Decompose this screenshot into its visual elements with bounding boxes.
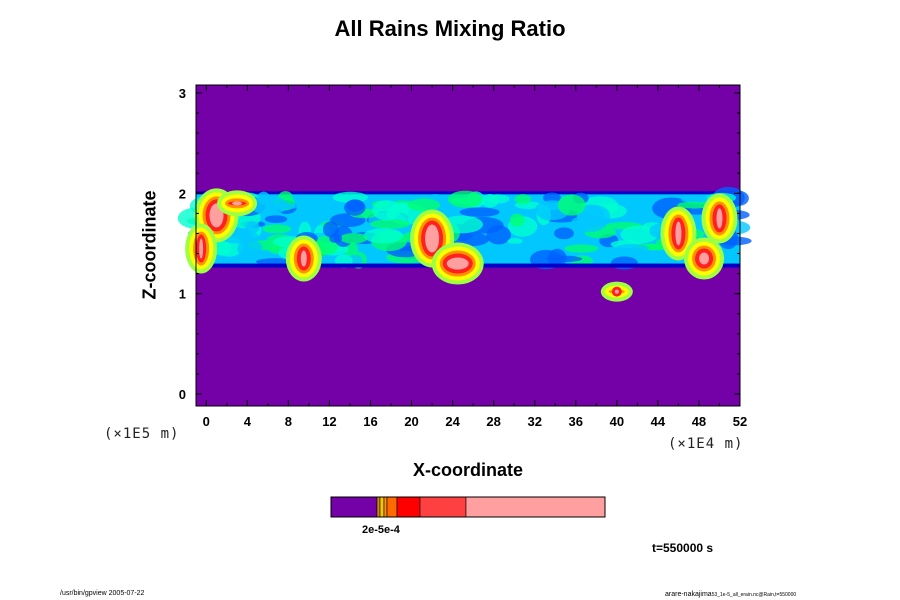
colorbar-frame [330,496,606,518]
plot-frame [195,84,741,407]
x-tick-label: 28 [486,414,500,429]
field-cell [256,258,295,266]
field-cell [245,221,260,234]
field-cell [262,224,292,234]
field-cell [372,200,401,221]
y-tick-label: 1 [179,287,186,302]
field-cell [614,244,650,252]
colorbar-segment [383,496,388,518]
field-cell [564,244,599,253]
x-tick-label: 36 [569,414,583,429]
x-axis-title: X-coordinate [412,460,523,480]
field-cell [407,198,441,212]
field-cell [339,233,368,244]
rain-cell-max [446,257,469,270]
field-cell [677,201,711,209]
colorbar-segment [330,496,378,518]
x-tick-label: 24 [445,414,460,429]
field-cell [329,233,343,244]
footer-right: arare-nakajima53_1e-5_all_erain.nc@Rain,… [665,591,796,598]
colorbar-segment [396,496,421,518]
y-axis-title: Z-coordinate [139,190,160,300]
field-cell [620,225,659,244]
field-cell [266,203,300,210]
x-tick-label: 48 [692,414,706,429]
field-cell [264,215,288,223]
y-scale-label: (×1E5 m) [104,426,180,442]
footer-right-sub: 53_1e-5_all_erain.nc@Rain,t=550000 [711,592,797,598]
rain-cell-max [716,208,723,229]
x-tick-label: 32 [527,414,541,429]
y-tick-label: 3 [179,86,186,101]
rain-cell-max [300,250,307,267]
field-cell [514,194,532,205]
x-tick-label: 44 [651,414,666,429]
chart-title: All Rains Mixing Ratio [334,16,566,41]
rain-cell-max [614,289,619,294]
rain-cell-max [232,201,243,206]
field-cell [486,225,511,245]
field-cell [363,228,403,244]
field-cell [459,207,500,217]
time-annotation: t=550000 s [652,541,714,555]
field-cell [492,243,534,254]
x-tick-label: 12 [322,414,336,429]
field-cell [557,194,586,216]
colorbar-segment [386,496,398,518]
rain-cell-max [425,224,440,253]
field-cell [447,190,483,208]
x-scale-label: (×1E4 m) [668,436,744,452]
footer-left: /usr/bin/gpview 2005-07-22 [60,590,145,597]
field-cell [509,213,525,227]
y-tick-label: 0 [179,387,186,402]
x-tick-label: 0 [203,414,210,429]
x-tick-label: 16 [363,414,377,429]
rain-cell-max [675,221,682,246]
colorbar-segment [376,496,381,518]
field-cell [344,199,366,216]
colorbar-segment [465,496,606,518]
rain-cell-max [199,238,204,259]
field-cell [554,227,574,240]
colorbar-segment [379,496,385,518]
x-tick-label: 8 [285,414,292,429]
field-cell [237,239,263,259]
field-cell [257,191,271,206]
x-tick-label: 20 [404,414,418,429]
rain-cell-max [699,252,710,265]
footer-right-main: arare-nakajima [665,591,712,598]
x-tick-label: 4 [244,414,252,429]
field-cell [507,238,523,245]
y-tick-label: 2 [179,186,186,201]
field-cell [369,219,410,229]
x-tick-label: 52 [733,414,747,429]
colorbar-label: 2e-5e-4 [362,524,400,536]
colorbar-segment [419,496,467,518]
field-cell [481,193,499,208]
x-tick-label: 40 [610,414,624,429]
